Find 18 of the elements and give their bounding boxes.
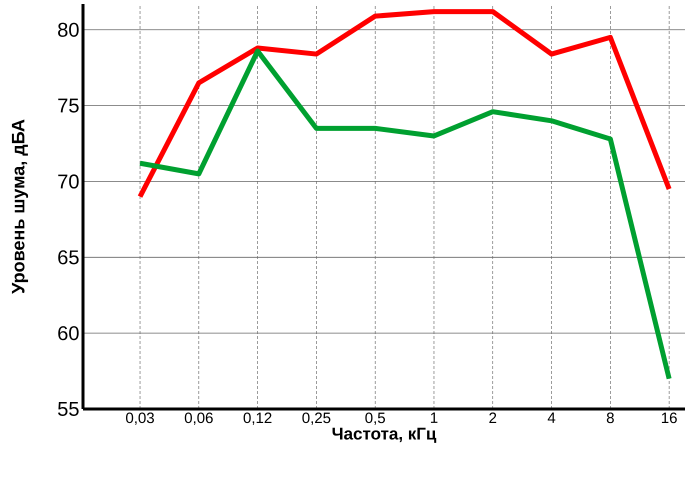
x-tick-label: 16 <box>662 412 677 424</box>
y-tick-label: 70 <box>58 174 79 189</box>
x-tick-label: 0,12 <box>244 412 272 425</box>
y-tick-label: 80 <box>58 22 79 37</box>
y-tick-label: 75 <box>58 98 79 113</box>
y-tick-label: 65 <box>58 250 79 264</box>
x-tick-label: 4 <box>548 412 556 423</box>
x-tick-label: 0,06 <box>184 412 213 425</box>
x-tick-label: 0,5 <box>365 412 385 425</box>
y-axis-title: Уровень шума, дБА <box>12 120 28 294</box>
y-tick-label: 55 <box>58 402 79 416</box>
y-tick-label: 60 <box>58 326 79 340</box>
x-tick-label: 8 <box>606 412 614 424</box>
x-axis-title: Частота, кГц <box>332 428 436 443</box>
x-tick-label: 0,25 <box>302 412 330 425</box>
x-tick-label: 2 <box>489 412 496 424</box>
x-tick-label: 1 <box>430 412 438 423</box>
x-tick-label: 0,03 <box>126 412 154 425</box>
